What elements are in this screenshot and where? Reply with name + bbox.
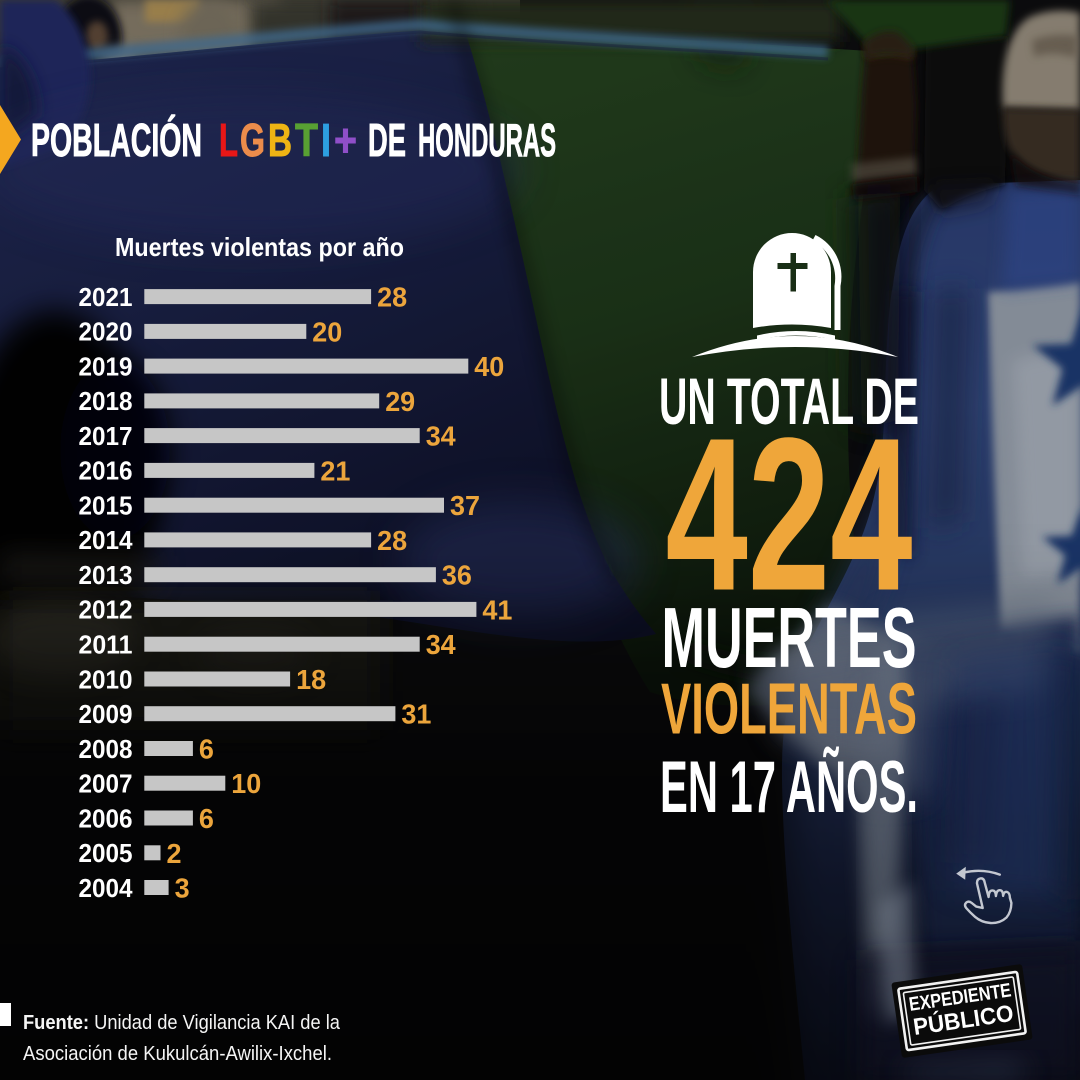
svg-text:Fuente: Unidad de Vigilancia K: Fuente: Unidad de Vigilancia KAI de la bbox=[23, 1011, 341, 1034]
svg-text:POBLACIÓN: POBLACIÓN bbox=[31, 114, 202, 166]
svg-text:2010: 2010 bbox=[79, 664, 133, 694]
svg-text:2013: 2013 bbox=[79, 560, 133, 590]
svg-text:40: 40 bbox=[474, 351, 504, 382]
svg-text:UN TOTAL DE: UN TOTAL DE bbox=[659, 364, 919, 438]
svg-text:HONDURAS: HONDURAS bbox=[418, 114, 556, 166]
svg-text:2011: 2011 bbox=[79, 630, 133, 660]
svg-text:2006: 2006 bbox=[79, 803, 133, 833]
svg-text:I: I bbox=[321, 114, 331, 166]
svg-text:3: 3 bbox=[175, 873, 190, 904]
svg-text:L: L bbox=[219, 114, 238, 166]
svg-text:34: 34 bbox=[426, 629, 456, 660]
svg-text:28: 28 bbox=[377, 282, 407, 313]
svg-text:VIOLENTAS: VIOLENTAS bbox=[661, 670, 917, 750]
svg-text:2018: 2018 bbox=[79, 386, 133, 416]
svg-text:6: 6 bbox=[199, 734, 214, 765]
svg-text:10: 10 bbox=[231, 768, 261, 799]
svg-text:B: B bbox=[268, 114, 292, 166]
svg-text:Asociación de Kukulcán-Awilix-: Asociación de Kukulcán-Awilix-Ixchel. bbox=[23, 1042, 332, 1065]
svg-text:36: 36 bbox=[442, 560, 472, 591]
svg-text:37: 37 bbox=[450, 490, 480, 521]
svg-text:2012: 2012 bbox=[79, 595, 133, 625]
svg-text:6: 6 bbox=[199, 803, 214, 834]
svg-text:2005: 2005 bbox=[79, 838, 133, 868]
svg-text:34: 34 bbox=[426, 421, 456, 452]
svg-text:2009: 2009 bbox=[79, 699, 133, 729]
svg-text:2007: 2007 bbox=[79, 769, 133, 799]
svg-text:MUERTES: MUERTES bbox=[662, 591, 917, 686]
svg-text:T: T bbox=[295, 114, 318, 166]
svg-text:2017: 2017 bbox=[79, 421, 133, 451]
svg-text:2016: 2016 bbox=[79, 456, 133, 486]
svg-text:2004: 2004 bbox=[79, 873, 134, 903]
svg-text:Muertes violentas por año: Muertes violentas por año bbox=[115, 232, 404, 262]
svg-text:21: 21 bbox=[320, 455, 350, 486]
svg-text:G: G bbox=[240, 114, 265, 166]
svg-text:+: + bbox=[334, 114, 357, 166]
svg-text:28: 28 bbox=[377, 525, 407, 556]
svg-text:2020: 2020 bbox=[79, 317, 133, 347]
svg-text:41: 41 bbox=[482, 594, 512, 625]
svg-text:2019: 2019 bbox=[79, 351, 133, 381]
svg-text:424: 424 bbox=[666, 394, 913, 637]
svg-text:2015: 2015 bbox=[79, 491, 133, 521]
svg-text:20: 20 bbox=[312, 316, 342, 347]
svg-text:29: 29 bbox=[385, 386, 415, 417]
svg-text:18: 18 bbox=[296, 664, 326, 695]
svg-text:2008: 2008 bbox=[79, 734, 133, 764]
svg-text:31: 31 bbox=[401, 699, 431, 730]
svg-text:EN 17 AÑOS.: EN 17 AÑOS. bbox=[660, 747, 918, 828]
svg-text:DE: DE bbox=[368, 114, 406, 166]
svg-text:2014: 2014 bbox=[79, 525, 134, 555]
svg-text:2: 2 bbox=[167, 838, 182, 869]
svg-text:2021: 2021 bbox=[79, 282, 133, 312]
